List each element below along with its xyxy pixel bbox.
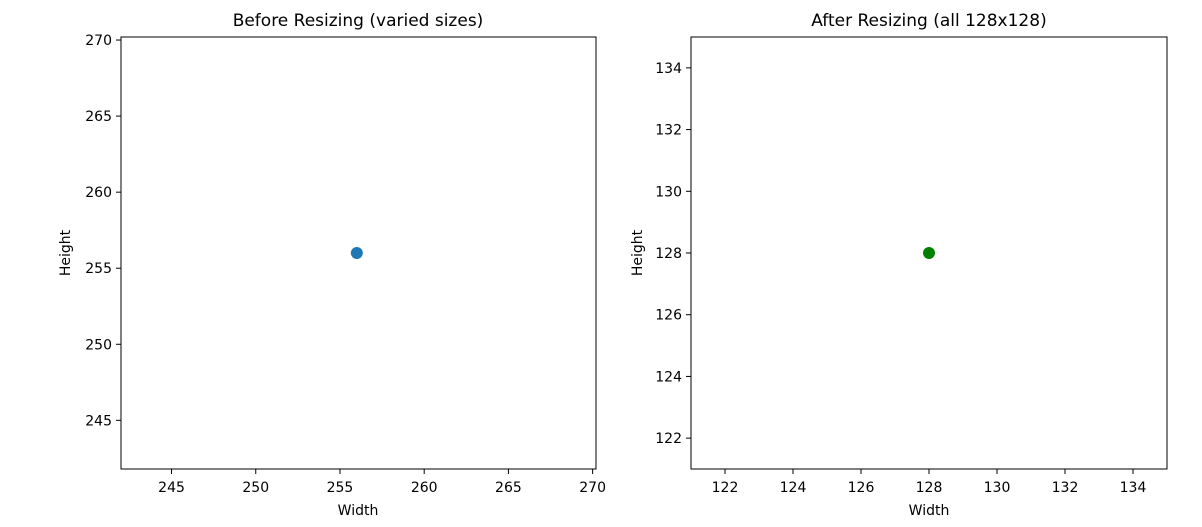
chart-title: After Resizing (all 128x128) [811,11,1046,31]
y-tick-label: 134 [655,61,682,77]
y-tick-label: 128 [655,246,682,262]
x-ticks: 245 250 255 260 265 270 [158,469,606,496]
x-axis-label: Width [909,503,950,519]
x-ticks: 122 124 126 128 130 132 134 [712,469,1147,496]
y-tick-label: 122 [655,431,682,447]
x-tick-label: 126 [848,480,875,496]
x-tick-label: 122 [712,480,739,496]
y-tick-label: 132 [655,123,682,139]
data-points [350,247,363,259]
y-tick-label: 270 [85,33,112,49]
y-ticks: 245 250 255 260 265 270 [85,33,121,429]
x-tick-label: 255 [327,480,354,496]
y-tick-label: 250 [85,337,112,353]
x-axis-label: Width [338,503,379,519]
data-point [923,247,935,259]
y-ticks: 122 124 126 128 130 132 134 [655,61,691,447]
y-tick-label: 130 [655,184,682,200]
y-axis-label: Height [58,229,74,276]
x-tick-label: 134 [1120,480,1147,496]
plot-frame [120,36,597,470]
x-tick-label: 130 [984,480,1011,496]
data-point [350,247,363,259]
y-tick-label: 126 [655,308,682,324]
x-tick-label: 250 [242,480,269,496]
data-points [923,247,935,259]
x-tick-label: 132 [1052,480,1079,496]
x-tick-label: 245 [158,480,185,496]
x-tick-label: 260 [411,480,438,496]
y-tick-label: 260 [85,185,112,201]
x-tick-label: 265 [495,480,522,496]
x-tick-label: 270 [579,480,606,496]
chart-title: Before Resizing (varied sizes) [233,11,484,31]
y-tick-label: 265 [85,109,112,125]
chart-panel-after: After Resizing (all 128x128) 122 124 126 12… [630,11,1168,519]
x-tick-label: 124 [780,480,807,496]
y-axis-label: Height [630,229,646,276]
x-tick-label: 128 [916,480,943,496]
y-tick-label: 124 [655,369,682,385]
y-tick-label: 245 [85,413,112,429]
chart-panel-before: Before Resizing (varied sizes) 245 250 255… [58,11,606,519]
y-tick-label: 255 [85,261,112,277]
